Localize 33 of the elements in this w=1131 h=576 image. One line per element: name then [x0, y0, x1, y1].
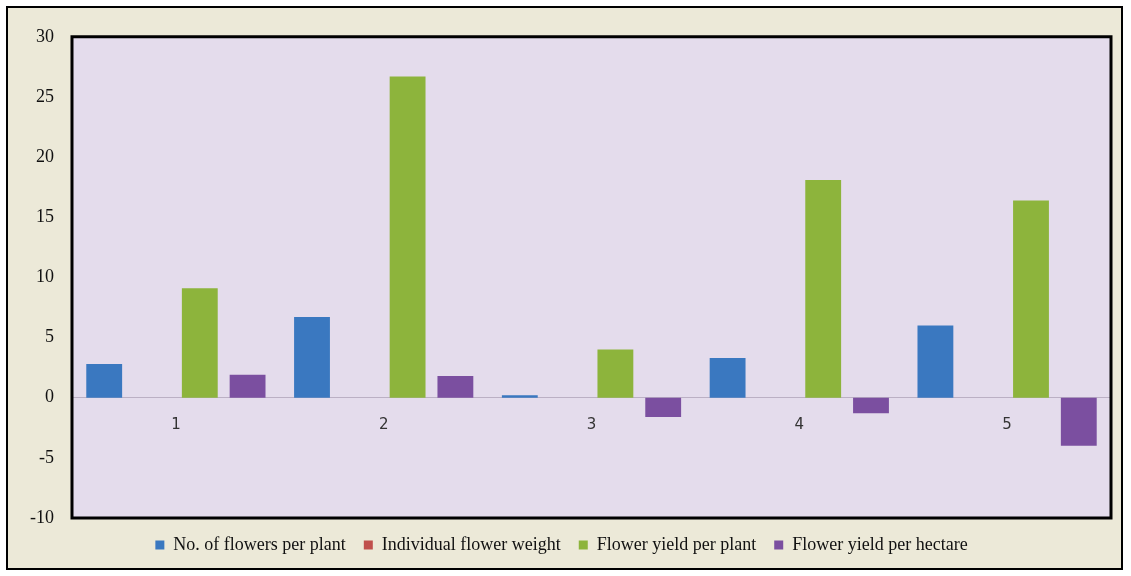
bar: [437, 376, 474, 398]
bar: [294, 317, 330, 398]
bar: [1013, 200, 1049, 398]
bar: [597, 349, 634, 398]
y-tick-label: 25: [35, 85, 54, 106]
y-tick-label: 30: [35, 25, 54, 46]
bar: [389, 76, 426, 398]
y-tick-label: 15: [35, 205, 54, 226]
y-tick-label: 5: [44, 326, 54, 347]
bar: [645, 397, 682, 417]
bar: [1060, 397, 1097, 446]
bar: [709, 358, 746, 398]
bar: [229, 374, 266, 398]
bar: [805, 179, 842, 398]
bar: [501, 395, 538, 398]
y-tick-label: -5: [38, 446, 54, 467]
x-tick-label: 3: [586, 414, 597, 433]
legend-label: No. of flowers per plant: [173, 533, 346, 554]
y-tick-label: 0: [44, 386, 54, 407]
y-tick-label: 10: [35, 266, 54, 287]
x-tick-label: 4: [794, 414, 805, 433]
legend-label: Flower yield per plant: [596, 533, 757, 554]
legend-label: Individual flower weight: [381, 533, 561, 554]
bar: [181, 288, 218, 398]
bar: [917, 325, 954, 398]
bar: [853, 397, 889, 414]
x-tick-label: 5: [1002, 414, 1012, 433]
bar: [86, 364, 123, 398]
x-tick-label: 2: [378, 414, 389, 433]
y-tick-label: 20: [35, 145, 54, 166]
legend-label: Flower yield per hectare: [792, 533, 968, 554]
x-tick-label: 1: [171, 414, 181, 433]
y-tick-label: -10: [29, 506, 54, 527]
